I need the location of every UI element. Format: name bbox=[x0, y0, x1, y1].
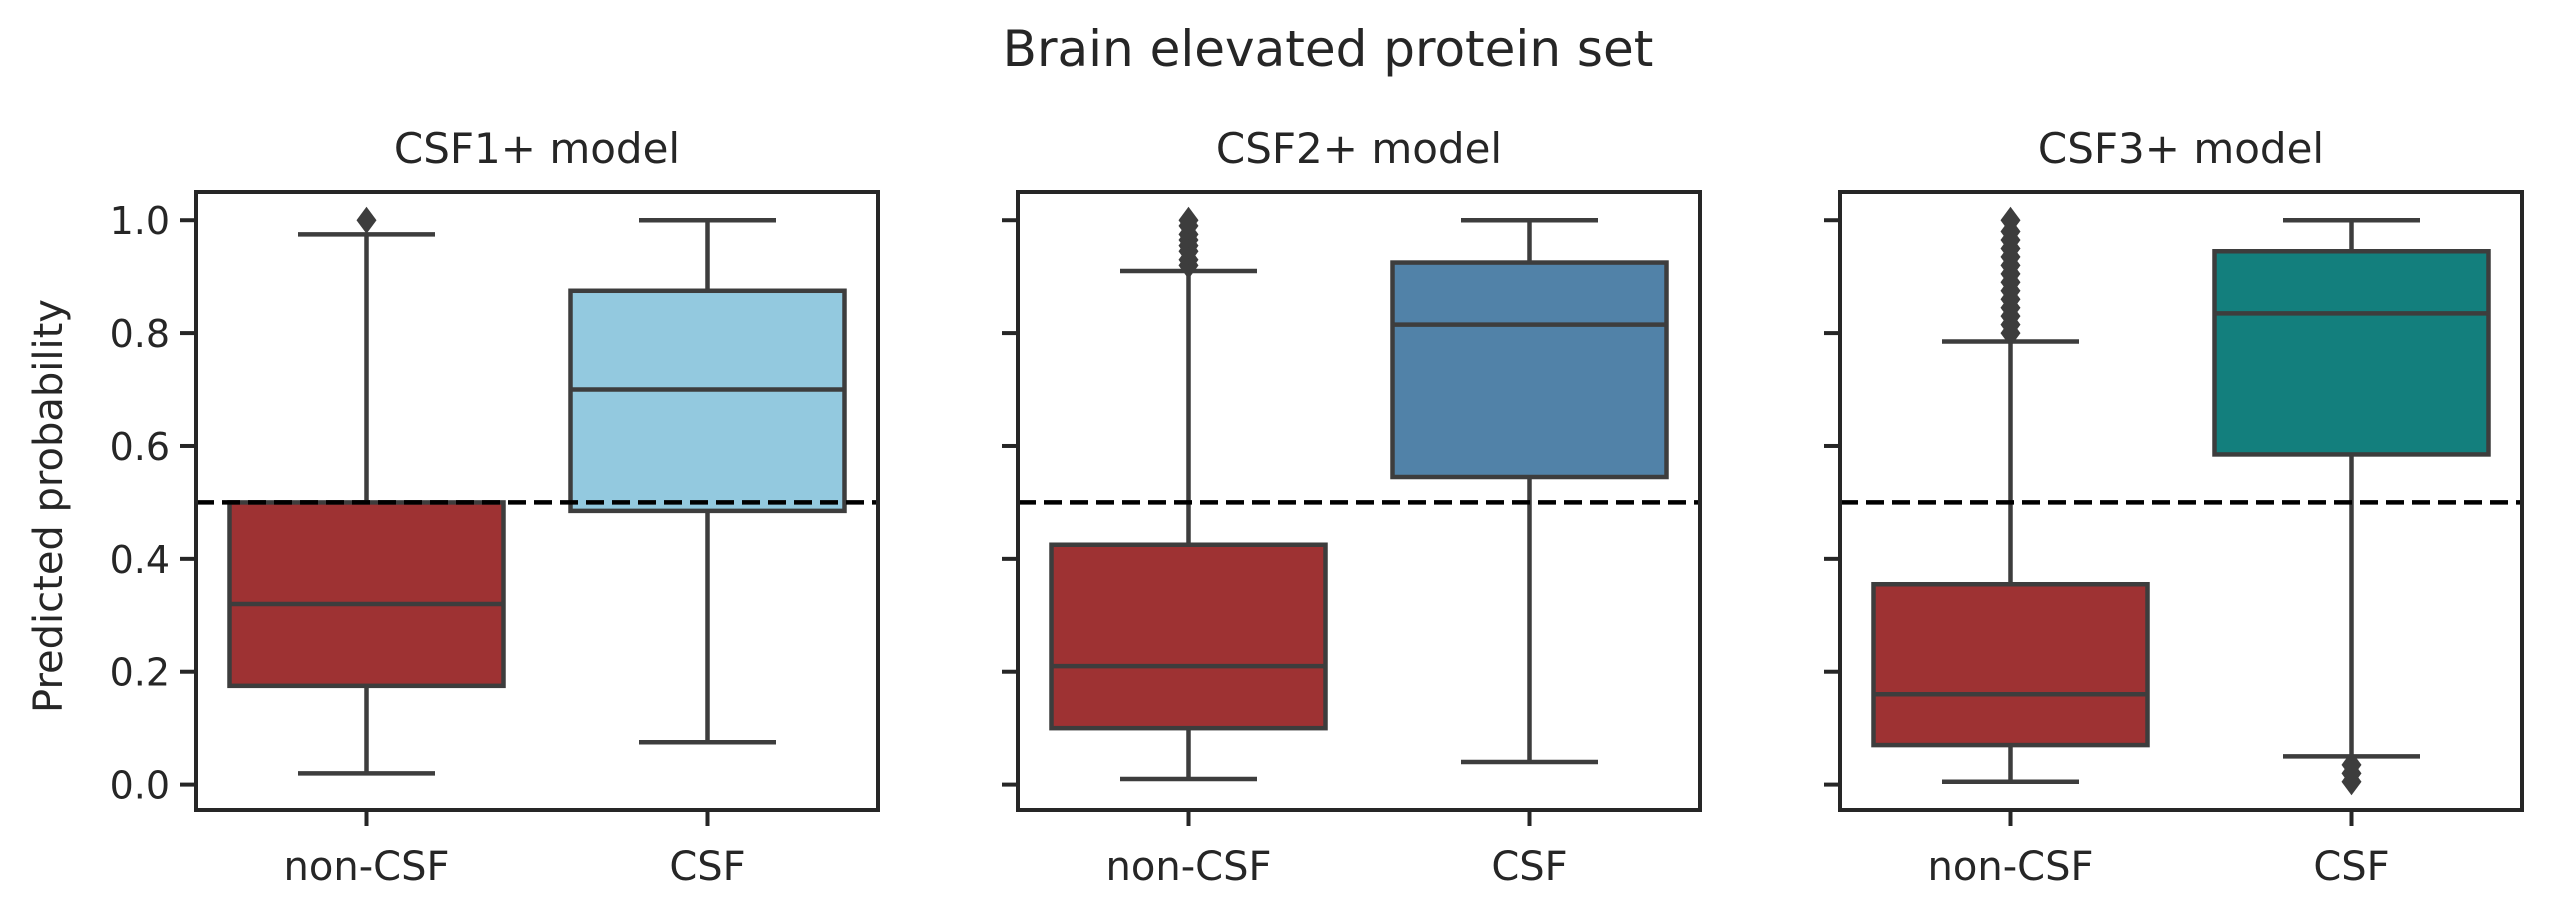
panel-title-csf3-model: CSF3+ model bbox=[2038, 124, 2324, 173]
x-tick-label: non-CSF bbox=[1928, 844, 2094, 890]
y-tick-label: 0.8 bbox=[110, 312, 170, 356]
panel-title-csf2-model: CSF2+ model bbox=[1216, 124, 1502, 173]
plot-frame bbox=[1838, 190, 2524, 812]
y-tick-label: 0.4 bbox=[110, 538, 170, 582]
x-tick-label: non-CSF bbox=[284, 844, 450, 890]
outlier-point bbox=[1178, 206, 1199, 234]
plot-frame bbox=[194, 190, 880, 812]
panel-3: CSF3+ model non-CSF CSF bbox=[1824, 124, 2524, 890]
figure-title: Brain elevated protein set bbox=[1003, 20, 1654, 78]
x-tick-label: CSF bbox=[1491, 844, 1567, 890]
x-tick-label: CSF bbox=[2313, 844, 2389, 890]
y-tick-label: 1.0 bbox=[110, 199, 170, 243]
box-csf bbox=[568, 217, 847, 745]
box-non-csf bbox=[1049, 206, 1328, 782]
panel-title-csf1-model: CSF1+ model bbox=[394, 124, 680, 173]
box-csf bbox=[2212, 217, 2491, 796]
outlier-point bbox=[2000, 206, 2021, 234]
box-iqr bbox=[227, 500, 506, 689]
box-non-csf bbox=[1871, 206, 2150, 785]
box-non-csf bbox=[227, 206, 506, 776]
y-tick-label: 0.2 bbox=[110, 651, 170, 695]
box-iqr bbox=[2212, 249, 2491, 457]
box-iqr bbox=[1049, 542, 1328, 731]
y-tick-label: 0.0 bbox=[110, 764, 170, 808]
x-tick-label: non-CSF bbox=[1106, 844, 1272, 890]
plot-frame bbox=[1016, 190, 1702, 812]
box-iqr bbox=[1871, 581, 2150, 748]
panel-2: CSF2+ model non-CSF CSF bbox=[1002, 124, 1702, 890]
x-tick-label: CSF bbox=[669, 844, 745, 890]
outlier-point bbox=[356, 206, 377, 234]
box-csf bbox=[1390, 217, 1669, 765]
box-iqr bbox=[1390, 260, 1669, 480]
panel-1: CSF1+ model 0.0 0.2 0.4 0.6 0.8 1.0 non-CSF CSF bbox=[110, 124, 880, 890]
y-axis-label: Predicted probability bbox=[26, 299, 72, 713]
outlier-point bbox=[2341, 768, 2362, 796]
box-iqr bbox=[568, 288, 847, 514]
y-tick-label: 0.6 bbox=[110, 425, 170, 469]
